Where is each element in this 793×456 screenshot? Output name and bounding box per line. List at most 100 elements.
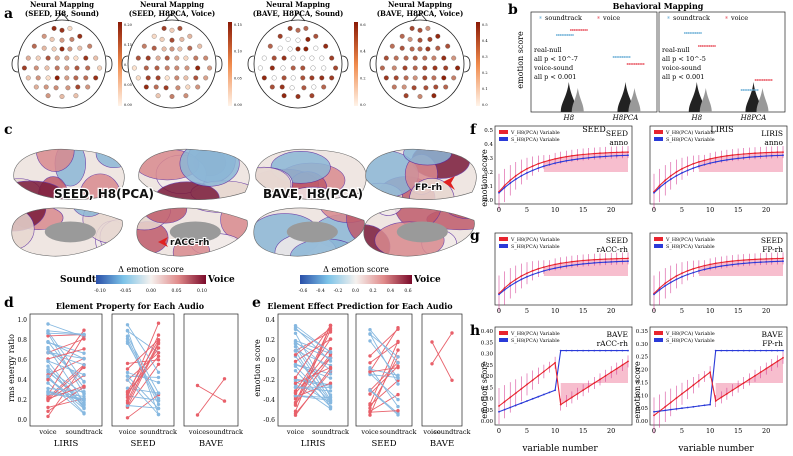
electrode [145, 55, 151, 61]
voice-point [509, 396, 512, 399]
slope-line [47, 338, 85, 353]
electrode [379, 65, 385, 71]
voice-point [565, 261, 568, 264]
voice-point [635, 63, 638, 65]
slope-line [369, 329, 399, 364]
ytick-label: 0.2 [265, 337, 275, 344]
stat-annotation: voice-sound [661, 64, 701, 72]
colorbar-end-voice-1: Voice [207, 275, 235, 285]
soundtrack-point [691, 32, 693, 34]
soundtrack-point [450, 331, 454, 335]
voice-point [46, 322, 50, 326]
electrode [155, 55, 161, 61]
electrode [313, 45, 319, 51]
electrode [59, 46, 65, 52]
legend-swatch-voice [499, 130, 508, 134]
electrode [21, 65, 27, 71]
ytick-label: 0.05 [481, 408, 494, 414]
slope-line [197, 385, 225, 402]
voice-point [767, 79, 769, 81]
soundtrack-point [82, 384, 86, 388]
sound-point [498, 293, 500, 296]
colorbar-tick-label: 0.0 [360, 103, 366, 107]
subplot-dataset: SEED [761, 236, 783, 245]
voice-point [759, 258, 762, 260]
sound-point [720, 159, 723, 162]
head-outline [253, 19, 343, 109]
voice-point [293, 341, 298, 345]
voice-point [46, 334, 50, 338]
voice-point [554, 158, 556, 160]
slope-line [127, 359, 159, 364]
voice-point [520, 387, 523, 390]
panel-b: b Behavioral Mapping emotion score * soun… [508, 1, 786, 134]
colorbar-tick-label: 0.00 [124, 103, 132, 107]
electrode [33, 84, 39, 90]
electrode [41, 45, 47, 51]
xtick-label: 5 [525, 206, 529, 214]
xtick-label: H8PCA [740, 114, 767, 122]
voice-point [46, 359, 50, 363]
colorbar-tick-label: 0.4 [360, 50, 366, 54]
slope-line [47, 393, 85, 400]
electrode [203, 55, 209, 61]
xtick-voice: voice [422, 428, 440, 436]
xtick-label: 15 [734, 427, 742, 435]
head-outline [17, 19, 107, 109]
voice-point [578, 29, 581, 31]
soundtrack-point [621, 56, 624, 58]
voice-point [669, 401, 672, 404]
voice-point [748, 152, 751, 155]
slope-line [47, 348, 85, 382]
voice-point [664, 405, 667, 408]
violin-null-voice [699, 88, 712, 112]
voice-point [293, 349, 298, 353]
group-label: BAVE [430, 439, 454, 449]
voice-point [584, 29, 587, 31]
voice-point [765, 258, 768, 260]
slope-line [369, 342, 399, 364]
voice-point [559, 156, 562, 159]
colorbar-tick: 0.10 [197, 288, 207, 294]
electrode [329, 55, 335, 61]
colorbar-diverging-2 [300, 275, 412, 284]
ytick-label: 0.0 [17, 417, 27, 424]
electrode [54, 55, 60, 61]
electrode [69, 36, 75, 42]
voice-point [642, 63, 645, 65]
electrode [131, 65, 137, 71]
electrode [73, 93, 79, 99]
voice-point [703, 45, 706, 47]
electrode [183, 93, 189, 99]
voice-point [293, 364, 298, 368]
violin-null-voice [628, 88, 641, 112]
sound-point [543, 270, 545, 272]
voice-point [698, 266, 700, 268]
electrode [31, 43, 37, 49]
sound-point [615, 154, 618, 157]
sound-point [692, 271, 695, 274]
voice-point [710, 45, 713, 47]
slope-line [127, 352, 159, 381]
electrode [155, 75, 161, 81]
soundtrack-point [614, 56, 617, 58]
xtick-soundtrack: soundtrack [434, 428, 471, 436]
slope-line [127, 334, 159, 401]
sound-point [565, 349, 568, 352]
colorbar-tick-label: 0.05 [234, 76, 242, 80]
electrode [77, 33, 83, 39]
voice-point [46, 414, 50, 419]
sound-point [770, 154, 773, 157]
sound-point [675, 408, 678, 410]
subplot-region: rACC-rh [597, 245, 629, 254]
colorbar-tick-label: 0.15 [124, 43, 132, 47]
head-map-title: Neural Mapping [266, 0, 330, 9]
sound-point [742, 262, 745, 265]
electrode [435, 45, 441, 51]
colorbar-tick: 0.05 [171, 288, 181, 294]
sound-point [759, 261, 762, 264]
electrode [41, 33, 47, 39]
slope-line [47, 341, 85, 360]
soundtrack-point [82, 333, 86, 337]
medial-wall [44, 221, 96, 243]
